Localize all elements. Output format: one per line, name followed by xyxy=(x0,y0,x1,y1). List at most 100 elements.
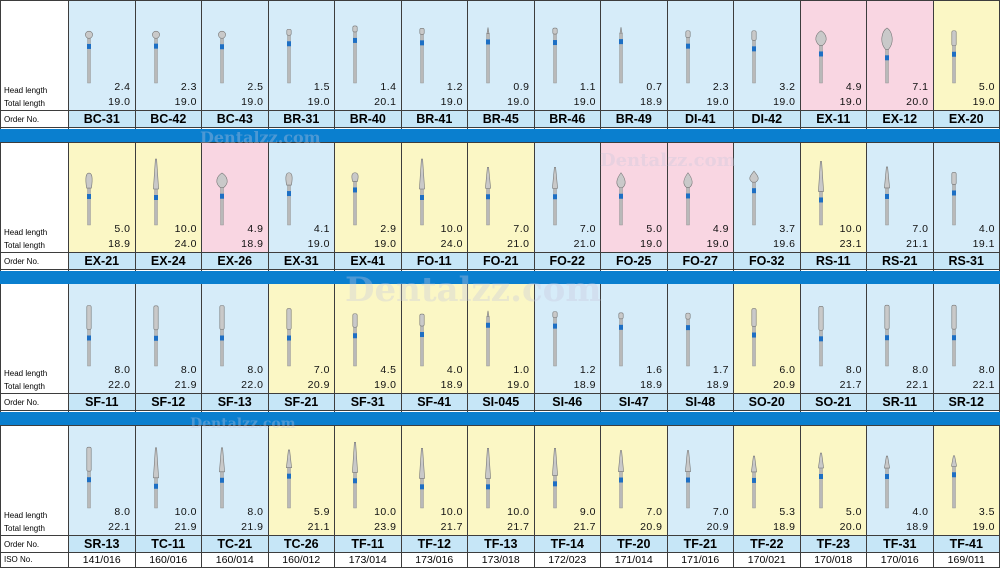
bur-shank xyxy=(87,187,91,226)
bur-head xyxy=(152,305,158,331)
bur-shank xyxy=(818,191,823,226)
bur-band xyxy=(353,37,357,43)
bur-band xyxy=(885,474,889,480)
head-length-value: 10.0 xyxy=(374,506,397,519)
total-length-value: 23.1 xyxy=(839,238,862,251)
order-number: SR-12 xyxy=(932,393,1000,411)
bur-shank xyxy=(220,471,224,509)
bur-band xyxy=(87,194,91,200)
order-number: SF-13 xyxy=(201,393,269,411)
bur-head xyxy=(817,306,823,331)
bur-band xyxy=(87,43,91,49)
bur-band xyxy=(153,43,158,49)
bur-drawing xyxy=(751,455,757,509)
order-number: TC-11 xyxy=(134,535,202,553)
bur-band xyxy=(486,39,490,45)
bur-band xyxy=(685,325,690,331)
order-number: BR-40 xyxy=(334,110,402,128)
bur-head xyxy=(751,30,757,41)
total-length-value: 19.0 xyxy=(972,521,995,534)
bur-drawing xyxy=(551,311,557,367)
order-number: TF-14 xyxy=(533,535,601,553)
bur-shank xyxy=(818,330,823,367)
bur-head xyxy=(219,447,225,473)
bur-band xyxy=(87,477,91,483)
bur-head xyxy=(684,312,690,320)
bur-band xyxy=(885,335,889,341)
bur-head xyxy=(152,447,159,479)
total-length-value: 19.0 xyxy=(174,96,197,109)
bur-shank xyxy=(685,471,690,509)
total-length-value: 23.9 xyxy=(374,521,397,534)
head-length-value: 5.0 xyxy=(646,223,663,236)
bur-image-cell: 8.0 21.9 xyxy=(201,424,269,537)
order-number: BC-42 xyxy=(134,110,202,128)
bur-shank xyxy=(752,326,756,367)
bur-image-cell: 0.7 18.9 xyxy=(600,0,668,112)
total-length-value: 19.0 xyxy=(241,96,264,109)
order-number: SF-41 xyxy=(400,393,468,411)
bur-head xyxy=(418,313,424,327)
head-length-value: 8.0 xyxy=(247,364,264,377)
order-number: SF-12 xyxy=(134,393,202,411)
bur-image-cell: 2.9 19.0 xyxy=(334,141,402,254)
bur-head xyxy=(884,455,890,469)
head-length-value: 2.3 xyxy=(180,81,197,94)
order-number: RS-11 xyxy=(799,252,867,270)
bur-band xyxy=(818,51,823,57)
bur-head xyxy=(684,30,690,38)
bur-band xyxy=(353,478,357,484)
bur-head xyxy=(619,27,623,34)
head-length-value: 8.0 xyxy=(180,364,197,377)
bur-band xyxy=(153,483,158,489)
bur-drawing xyxy=(351,172,359,226)
bur-drawing xyxy=(950,455,957,509)
total-length-value: 18.9 xyxy=(640,379,663,392)
head-length-value: 0.9 xyxy=(513,81,530,94)
bur-shank xyxy=(685,187,690,226)
bur-head xyxy=(152,158,159,190)
bur-image-cell: 10.0 21.7 xyxy=(467,424,535,537)
order-number: FO-32 xyxy=(733,252,801,270)
bur-band xyxy=(486,484,490,490)
bur-band xyxy=(619,39,623,45)
row-labels: Head length Total length xyxy=(0,0,69,112)
head-length-value: 5.0 xyxy=(845,506,862,519)
bur-image-cell: 7.0 20.9 xyxy=(267,282,335,395)
total-length-value: 21.7 xyxy=(440,521,463,534)
bur-image-cell: 7.1 20.0 xyxy=(866,0,934,112)
order-number: SF-21 xyxy=(267,393,335,411)
bur-head xyxy=(418,448,425,479)
bur-drawing xyxy=(751,30,757,84)
bur-band xyxy=(87,335,91,341)
bur-head xyxy=(486,310,490,318)
total-length-value: 18.9 xyxy=(706,379,729,392)
total-length-label: Total length xyxy=(4,382,45,392)
bur-shank xyxy=(419,325,424,367)
bur-head xyxy=(682,172,693,188)
bur-drawing xyxy=(616,172,626,226)
bur-drawing xyxy=(950,304,956,367)
separator-stripe xyxy=(0,412,1000,425)
head-length-value: 10.0 xyxy=(839,223,862,236)
bur-image-cell: 7.0 21.0 xyxy=(533,141,601,254)
bur-head xyxy=(616,172,626,189)
bur-image-cell: 5.3 18.9 xyxy=(733,424,801,537)
bur-image-cell: 4.9 18.9 xyxy=(201,141,269,254)
bur-image-cell: 5.0 20.0 xyxy=(799,424,867,537)
total-length-value: 21.0 xyxy=(573,238,596,251)
order-number: SI-46 xyxy=(533,393,601,411)
bur-head xyxy=(86,446,92,472)
head-length-value: 2.4 xyxy=(114,81,131,94)
bur-head xyxy=(950,172,956,185)
total-length-value: 22.1 xyxy=(972,379,995,392)
total-length-value: 18.9 xyxy=(773,521,796,534)
total-length-value: 19.0 xyxy=(573,96,596,109)
bur-head xyxy=(618,450,624,472)
bur-drawing xyxy=(815,30,826,84)
bur-drawing xyxy=(682,172,693,226)
bur-shank xyxy=(885,49,889,84)
bur-head xyxy=(751,455,757,473)
head-length-value: 1.6 xyxy=(646,364,663,377)
bur-shank xyxy=(153,188,158,226)
